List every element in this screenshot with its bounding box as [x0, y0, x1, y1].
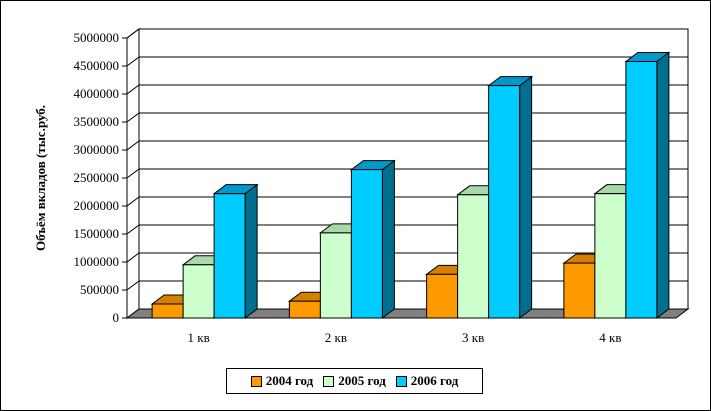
- y-tick-label: 1000000: [74, 254, 120, 269]
- bar-2006-год-2: [487, 75, 534, 319]
- legend-label-2004: 2004 год: [265, 373, 314, 388]
- bar-side: [244, 183, 258, 319]
- bar-front: [563, 262, 596, 319]
- bar-2006-год-1: [349, 159, 396, 319]
- y-tick-label: 0: [113, 310, 120, 325]
- bar-side: [519, 75, 533, 319]
- legend-label-2005: 2005 год: [338, 373, 386, 388]
- x-tick-label: 3 кв: [462, 330, 484, 345]
- y-tick-label: 2500000: [74, 170, 120, 185]
- y-axis-ticks: 0 500000 1000000 1500000 2000000 2500000 30000…: [74, 30, 128, 325]
- legend-swatch-2004: [250, 375, 262, 387]
- y-axis-title: Объём вкладов (тыс.руб.: [33, 105, 48, 251]
- legend-swatch-2006: [395, 375, 407, 387]
- legend-item-2006: 2006 год: [395, 373, 459, 389]
- bar-side: [656, 51, 670, 319]
- bar-front: [182, 264, 215, 319]
- x-tick-label: 1 кв: [188, 330, 210, 345]
- legend-swatch-2005: [323, 375, 335, 387]
- bar-front: [426, 273, 459, 319]
- y-tick-label: 4500000: [74, 58, 120, 73]
- x-axis-labels: 1 кв 2 кв 3 кв 4 кв: [188, 330, 622, 345]
- bars: [150, 51, 671, 319]
- bar-front: [213, 193, 246, 319]
- y-tick-label: 1500000: [74, 226, 120, 241]
- x-tick-label: 4 кв: [599, 330, 621, 345]
- bar-front: [457, 194, 490, 319]
- bar-front: [594, 193, 627, 319]
- bar-side: [381, 159, 395, 319]
- bar-front: [288, 300, 321, 319]
- bar-front: [319, 232, 352, 319]
- bar-front: [488, 85, 521, 319]
- y-tick-label: 500000: [80, 282, 119, 297]
- bar-front: [151, 303, 184, 319]
- legend-item-2005: 2005 год: [323, 373, 386, 389]
- legend-label-2006: 2006 год: [410, 373, 459, 388]
- y-tick-label: 5000000: [74, 30, 120, 45]
- x-tick-label: 2 кв: [325, 330, 347, 345]
- gridline: [126, 56, 688, 67]
- gridline: [126, 28, 688, 39]
- y-tick-label: 2000000: [74, 198, 120, 213]
- bar-2006-год-3: [624, 51, 671, 319]
- bar-2006-год-0: [212, 183, 259, 319]
- y-tick-label: 4000000: [74, 86, 120, 101]
- bar-front: [625, 61, 658, 319]
- legend: 2004 год 2005 год 2006 год: [226, 368, 483, 394]
- bar-front: [350, 169, 383, 319]
- y-tick-label: 3000000: [74, 142, 120, 157]
- legend-item-2004: 2004 год: [250, 373, 314, 389]
- y-tick-label: 3500000: [74, 114, 120, 129]
